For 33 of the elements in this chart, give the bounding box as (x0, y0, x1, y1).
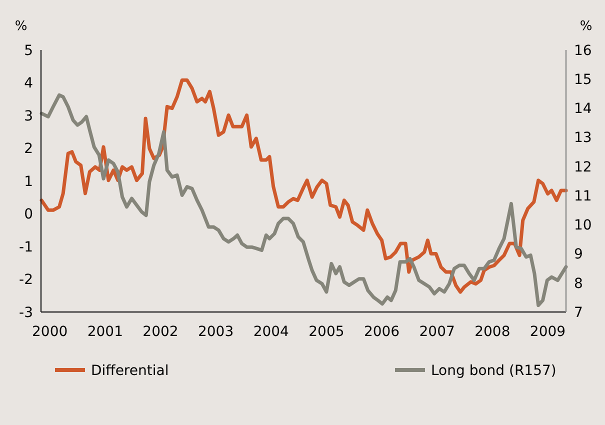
legend-label: Differential (91, 362, 169, 379)
x-tick-label: 2002 (142, 324, 178, 340)
x-tick-label: 2008 (474, 324, 510, 340)
y-tick-label: -3 (19, 304, 33, 321)
y-tick-label: 0 (24, 206, 33, 223)
legend-label: Long bond (R157) (431, 362, 556, 379)
y2-tick-label: 16 (574, 42, 592, 59)
y-tick-label: 3 (24, 108, 33, 124)
y2-tick-label: 8 (574, 276, 583, 292)
x-tick-label: 2005 (308, 324, 344, 340)
y2-tick-label: 10 (574, 218, 592, 234)
x-tick-label: 2000 (32, 324, 68, 340)
x-tick-label: 2007 (419, 324, 455, 340)
x-tick-label: 2004 (253, 324, 290, 340)
x-tick-label: 2001 (87, 324, 123, 340)
y2-tick-label: 11 (574, 188, 592, 204)
x-tick-label: 2006 (364, 324, 400, 340)
y2-tick-label: 9 (574, 246, 583, 263)
y-tick-label: -1 (19, 239, 33, 256)
y2-axis-title: % (580, 19, 592, 34)
y-tick-label: 5 (24, 42, 33, 59)
y-tick-label: 4 (24, 76, 34, 92)
x-tick-label: 2009 (530, 324, 566, 340)
y2-tick-label: 12 (574, 159, 592, 176)
y-tick-label: 1 (24, 174, 33, 190)
y-tick-label: -2 (19, 272, 33, 288)
y-tick-label: 2 (24, 141, 33, 158)
y2-tick-label: 7 (574, 304, 583, 321)
y2-tick-label: 15 (574, 72, 592, 88)
y2-tick-label: 14 (574, 101, 592, 118)
y-axis-title: % (14, 19, 28, 34)
y2-tick-label: 13 (574, 130, 592, 146)
x-tick-label: 2003 (198, 324, 234, 340)
